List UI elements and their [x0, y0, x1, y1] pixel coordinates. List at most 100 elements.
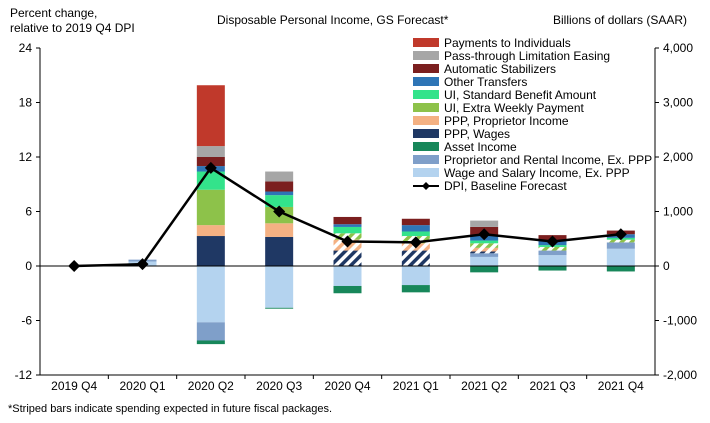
bar-segment — [196, 85, 225, 147]
left-tick-label: -6 — [21, 314, 32, 328]
right-tick-label: 4,000 — [663, 41, 693, 55]
bar-segment — [401, 225, 430, 232]
legend-label: Other Transfers — [444, 75, 527, 89]
legend-label: Payments to Individuals — [444, 36, 571, 50]
right-tick-label: 0 — [663, 259, 670, 273]
right-tick-label: -2,000 — [663, 368, 697, 382]
bar-segment — [401, 250, 430, 266]
bar-segment — [470, 220, 499, 227]
legend-label: Asset Income — [444, 140, 517, 154]
right-axis: -2,000 -1,000 0 1,000 2,000 3,000 4,000 — [654, 41, 697, 382]
x-tick-label: 2021 Q2 — [461, 379, 507, 393]
bar-segment — [538, 266, 567, 271]
dpi-point — [614, 228, 627, 241]
dpi-point — [204, 161, 217, 174]
bar-segment — [196, 340, 225, 345]
bar-segment — [196, 236, 225, 266]
bar-segment — [538, 246, 567, 251]
bar-segment — [538, 255, 567, 266]
footnote: *Striped bars indicate spending expected… — [8, 403, 333, 415]
legend-marker-swatch — [422, 182, 430, 190]
bar-segment — [196, 189, 225, 226]
legend-swatch — [413, 116, 439, 125]
bar-segment — [196, 157, 225, 167]
bar-segment — [196, 322, 225, 341]
bar-segment — [265, 195, 294, 207]
bar-segment — [333, 250, 362, 266]
x-tick-label: 2020 Q1 — [119, 379, 165, 393]
legend-swatch — [413, 142, 439, 151]
bar-segment — [333, 285, 362, 294]
left-tick-label: 12 — [19, 150, 33, 164]
x-tick-label: 2020 Q4 — [324, 379, 370, 393]
bar-segment — [333, 266, 362, 286]
left-tick-label: 24 — [19, 41, 33, 55]
bar-segment — [265, 236, 294, 266]
legend-label: Wage and Salary Income, Ex. PPP — [444, 166, 630, 180]
bar-segment — [333, 226, 362, 234]
dpi-point — [341, 235, 354, 248]
legend-label: UI, Standard Benefit Amount — [444, 88, 597, 102]
bar-segment — [470, 247, 499, 252]
legend-label: PPP, Wages — [444, 127, 510, 141]
bar-segment — [606, 248, 635, 266]
bar-segment — [401, 218, 430, 226]
legend-label: PPP, Proprietor Income — [444, 114, 569, 128]
left-tick-label: 18 — [19, 96, 33, 110]
bar-segment — [401, 231, 430, 237]
legend-swatch — [413, 64, 439, 73]
left-tick-label: 0 — [25, 259, 32, 273]
bar-segment — [401, 266, 430, 286]
bar-segment — [606, 266, 635, 272]
chart-title: Disposable Personal Income, GS Forecast* — [217, 13, 449, 27]
dpi-point — [478, 228, 491, 241]
legend-swatch — [413, 77, 439, 86]
bar-segment — [196, 266, 225, 323]
bar-segment — [470, 251, 499, 254]
bar-segment — [265, 266, 294, 308]
bar-segment — [470, 256, 499, 266]
bar-segment — [196, 146, 225, 157]
legend-swatch — [413, 90, 439, 99]
legend-swatch — [413, 168, 439, 177]
bar-segment — [333, 216, 362, 225]
x-tick-label: 2021 Q4 — [598, 379, 644, 393]
dpi-line-group — [68, 161, 627, 272]
bar-segment — [470, 240, 499, 244]
legend-swatch — [413, 129, 439, 138]
right-tick-label: 2,000 — [663, 150, 693, 164]
x-tick-label: 2019 Q4 — [51, 379, 97, 393]
bar-segment — [265, 307, 294, 309]
bar-segment — [606, 242, 635, 249]
left-axis: -12 -6 0 6 12 18 24 — [15, 41, 41, 382]
left-tick-label: -12 — [15, 368, 33, 382]
right-tick-label: 3,000 — [663, 96, 693, 110]
bar-segment — [265, 181, 294, 192]
x-tick-label: 2021 Q3 — [529, 379, 575, 393]
legend-label: Proprietor and Rental Income, Ex. PPP — [444, 153, 652, 167]
legend-swatch — [413, 155, 439, 164]
bar-segment — [265, 171, 294, 182]
left-tick-label: 6 — [25, 205, 32, 219]
bar-segment — [401, 285, 430, 293]
bar-segment — [470, 266, 499, 273]
bar-segment — [538, 250, 567, 256]
left-axis-title-line2: relative to 2019 Q4 DPI — [10, 21, 135, 35]
x-axis-labels: 2019 Q4 2020 Q1 2020 Q2 2020 Q3 2020 Q4 2021 … — [40, 374, 655, 393]
bar-segment — [470, 253, 499, 257]
dpi-point — [68, 260, 81, 272]
left-axis-title-line1: Percent change, — [10, 6, 97, 20]
legend-swatch — [413, 103, 439, 112]
bar-segment — [333, 224, 362, 227]
x-tick-label: 2020 Q2 — [188, 379, 234, 393]
dpi-point — [409, 236, 422, 249]
x-tick-label: 2021 Q1 — [393, 379, 439, 393]
right-tick-label: 1,000 — [663, 205, 693, 219]
legend-swatch — [413, 38, 439, 47]
legend-label: Automatic Stabilizers — [444, 62, 556, 76]
bar-segment — [606, 239, 635, 243]
bar-segment — [470, 243, 499, 248]
dpi-point — [136, 258, 149, 271]
